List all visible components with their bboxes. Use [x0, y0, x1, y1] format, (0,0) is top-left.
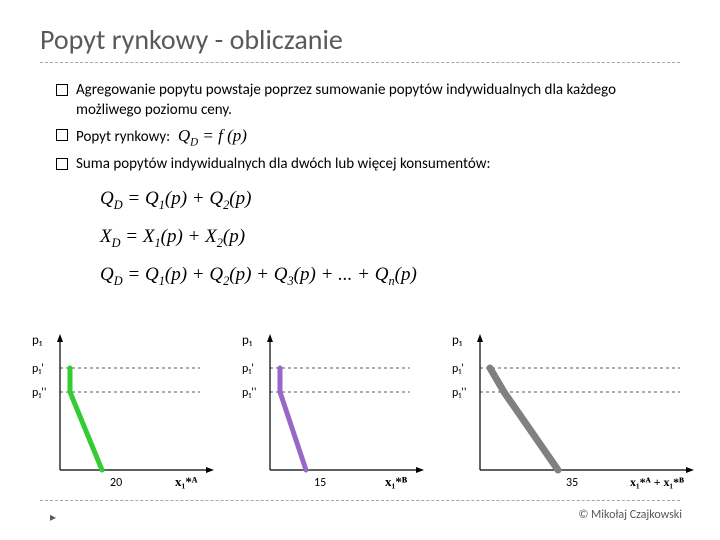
bullet-box-icon [56, 129, 68, 141]
footer-bullet-icon: ▸ [50, 510, 56, 525]
svg-text:p₁': p₁' [452, 362, 464, 376]
page-title: Popyt rynkowy - obliczanie [40, 22, 343, 57]
svg-text:p₁': p₁' [242, 362, 254, 376]
title-underline [40, 62, 680, 63]
formula-line: QD = Q1(p) + Q2(p) [100, 180, 417, 218]
svg-text:p₁'': p₁'' [452, 386, 467, 400]
svg-text:35: 35 [566, 476, 578, 490]
inline-formula: QD = f (p) [174, 126, 247, 145]
charts-row: p₁ p₁' p₁'' 20 x₁*ᴬ p₁ p₁' p₁'' 15 x₁*ᴮ p₁ p₁' p₁'' 3… [30, 330, 700, 500]
demand-chart: p₁ p₁' p₁'' 35 x₁*ᴬ + x₁*ᴮ [450, 330, 700, 500]
bullet-text: Agregowanie popytu powstaje poprzez sumo… [76, 81, 616, 119]
svg-text:15: 15 [314, 476, 326, 490]
bullet-text: Popyt rynkowy: [76, 128, 170, 146]
formula-line: QD = Q1(p) + Q2(p) + Q3(p) + ... + Qn(p) [100, 256, 417, 294]
svg-text:p₁: p₁ [242, 333, 253, 348]
bullet-box-icon [56, 158, 68, 170]
svg-text:p₁: p₁ [32, 333, 43, 348]
footer-divider [40, 500, 680, 501]
footer-credit: © Mikołaj Czajkowski [578, 508, 682, 522]
bullet-item: Suma popytów indywidualnych dla dwóch lu… [56, 154, 676, 174]
svg-text:p₁'': p₁'' [32, 386, 47, 400]
svg-text:x₁*ᴬ + x₁*ᴮ: x₁*ᴬ + x₁*ᴮ [630, 475, 684, 489]
formula-line: XD = X1(p) + X2(p) [100, 218, 417, 256]
bullet-item: Agregowanie popytu powstaje poprzez sumo… [56, 80, 676, 121]
bullet-box-icon [56, 84, 68, 96]
bullet-text: Suma popytów indywidualnych dla dwóch lu… [76, 155, 490, 173]
svg-text:p₁: p₁ [452, 333, 463, 348]
svg-text:p₁': p₁' [32, 362, 44, 376]
svg-text:x₁*ᴬ: x₁*ᴬ [175, 474, 198, 489]
bullet-item: Popyt rynkowy: QD = f (p) [56, 125, 676, 150]
svg-text:x₁*ᴮ: x₁*ᴮ [385, 474, 408, 489]
demand-chart: p₁ p₁' p₁'' 15 x₁*ᴮ [240, 330, 430, 500]
svg-text:20: 20 [110, 476, 122, 490]
demand-chart: p₁ p₁' p₁'' 20 x₁*ᴬ [30, 330, 220, 500]
svg-text:p₁'': p₁'' [242, 386, 257, 400]
bullet-list: Agregowanie popytu powstaje poprzez sumo… [56, 80, 676, 178]
formula-block: QD = Q1(p) + Q2(p) XD = X1(p) + X2(p) QD… [100, 180, 417, 294]
